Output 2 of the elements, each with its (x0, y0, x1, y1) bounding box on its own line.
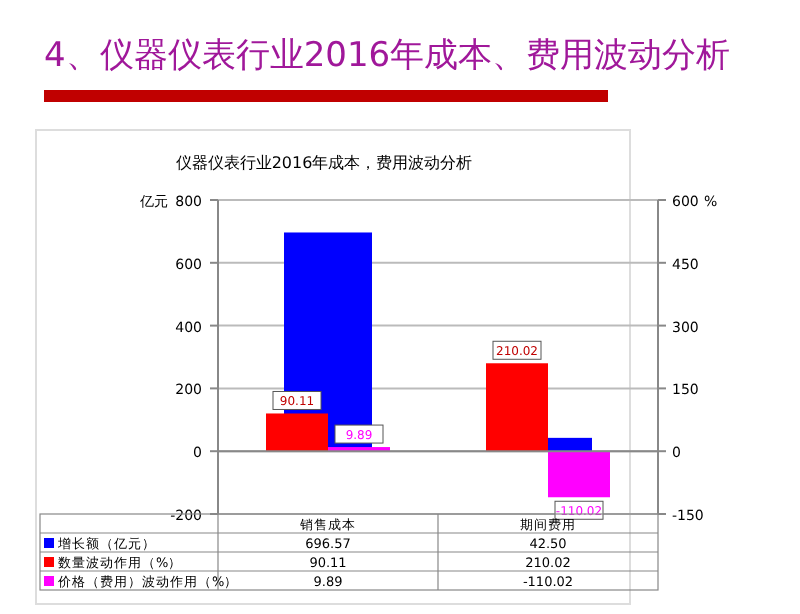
chart-title: 4、仪器仪表行业2016年成本、费用波动分析 (44, 36, 731, 76)
chart-subtitle: 仪器仪表行业2016年成本，费用波动分析 (175, 154, 473, 172)
